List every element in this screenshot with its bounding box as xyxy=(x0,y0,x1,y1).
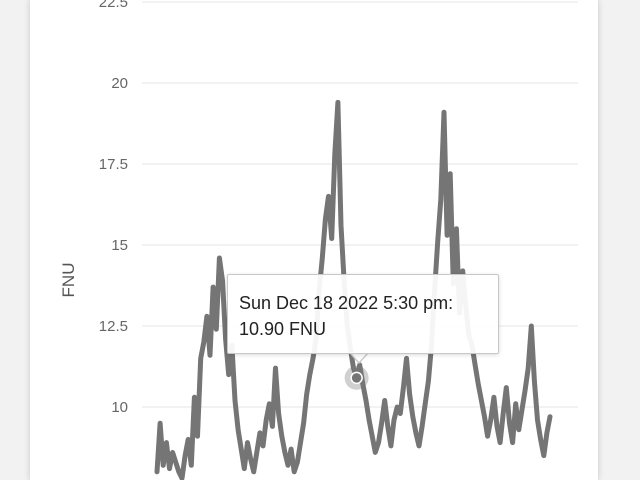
y-tick-label: 15 xyxy=(111,237,128,254)
y-axis-title: FNU xyxy=(59,263,78,298)
line-chart[interactable]: 10 12.5 15 17.5 20 22.5 FNU xyxy=(30,0,598,480)
tooltip-datetime: Sun Dec 18 2022 5:30 pm: xyxy=(239,293,454,313)
tooltip-value: 10.90 FNU xyxy=(239,319,327,339)
y-tick-label: 12.5 xyxy=(99,318,128,335)
chart-card: 10 12.5 15 17.5 20 22.5 FNU xyxy=(30,0,598,480)
y-axis-ticks: 10 12.5 15 17.5 20 22.5 xyxy=(99,0,128,416)
series-group xyxy=(154,99,553,480)
y-tick-label: 10 xyxy=(111,399,128,416)
tooltip-pointer xyxy=(350,352,368,362)
series-line xyxy=(154,99,553,480)
data-tooltip: Sun Dec 18 2022 5:30 pm: 10.90 FNU xyxy=(227,274,499,354)
hover-point xyxy=(350,371,363,385)
y-tick-label: 20 xyxy=(111,75,128,92)
y-tick-label: 17.5 xyxy=(99,156,128,173)
hover-marker-group xyxy=(344,365,369,390)
y-tick-label: 22.5 xyxy=(99,0,128,11)
